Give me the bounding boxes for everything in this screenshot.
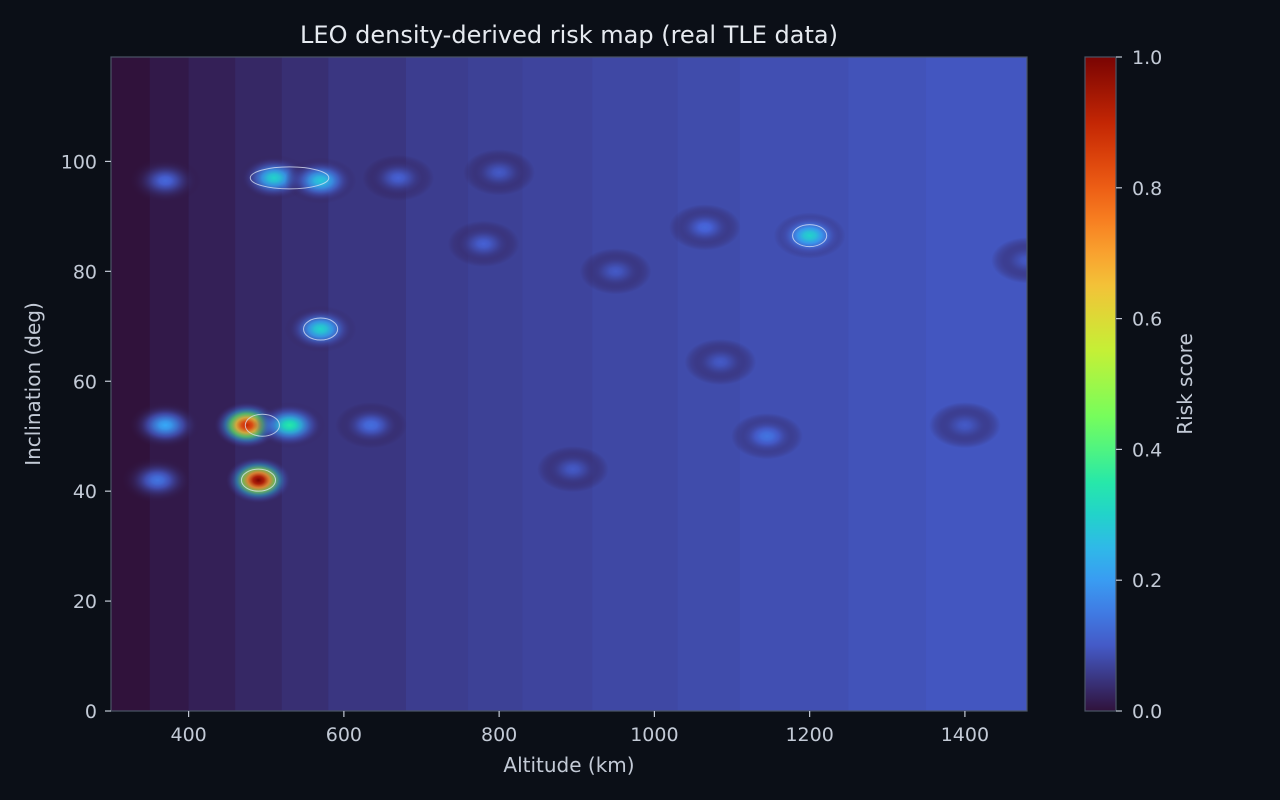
colorbar-tick-label: 0.8 [1132, 178, 1162, 200]
background-band-11 [739, 57, 849, 711]
plot-area [111, 57, 1027, 711]
y-tick-label: 80 [73, 261, 97, 283]
background-band-0 [111, 57, 151, 711]
hotspot-4 [335, 402, 407, 449]
background-band-8 [522, 57, 593, 711]
colorbar: 0.0 0.2 0.4 0.6 0.8 1.0 [1084, 47, 1162, 723]
background-band-9 [592, 57, 679, 711]
x-tick-label: 1400 [941, 724, 989, 746]
hotspot-5 [121, 457, 194, 504]
hotspot-15 [579, 248, 652, 295]
hotspot-8 [129, 157, 202, 204]
contour-line-3 [303, 317, 339, 341]
y-tick-label: 100 [61, 151, 97, 173]
y-tick-label: 60 [73, 371, 97, 393]
background-band-1 [149, 57, 190, 711]
hotspot-12 [773, 212, 846, 259]
x-axis: 400 600 800 1000 1200 1400 [170, 711, 989, 746]
colorbar-tick-label: 0.4 [1132, 439, 1162, 461]
background-band-4 [281, 57, 329, 711]
colorbar-tick-label: 1.0 [1132, 47, 1162, 69]
background-band-6 [405, 57, 469, 711]
contour-line-0 [240, 468, 277, 492]
x-tick-label: 1000 [630, 724, 678, 746]
hotspot-18 [929, 402, 1001, 449]
x-tick-label: 1200 [785, 724, 833, 746]
colorbar-tick-label: 0.6 [1132, 309, 1162, 331]
risk-hotspots [121, 149, 1027, 504]
background-band-12 [848, 57, 927, 711]
y-tick-label: 40 [73, 481, 97, 503]
hotspot-3 [129, 402, 202, 449]
hotspot-11 [284, 305, 357, 353]
colorbar-gradient [1085, 57, 1116, 711]
hotspot-0 [225, 457, 292, 504]
contour-line-1 [244, 413, 280, 437]
contour-line-4 [792, 224, 828, 248]
x-tick-label: 600 [326, 724, 362, 746]
colorbar-label: Risk score [1173, 333, 1197, 435]
hotspot-10 [463, 149, 535, 196]
contour-lines [240, 166, 828, 492]
hotspot-7 [284, 157, 357, 204]
x-tick-label: 800 [481, 724, 517, 746]
colorbar-frame [1084, 56, 1117, 712]
hotspot-19 [537, 446, 609, 493]
hotspot-16 [684, 338, 757, 386]
x-tick-label: 400 [170, 724, 206, 746]
colorbar-tick-label: 0.2 [1132, 570, 1162, 592]
y-tick-label: 0 [85, 701, 97, 723]
contour-line-2 [249, 166, 330, 190]
hotspot-14 [447, 220, 520, 267]
background-band-13 [926, 57, 1027, 711]
hotspot-2 [253, 402, 326, 449]
y-axis: 0 20 40 60 80 100 [61, 151, 111, 723]
plot-frame [110, 56, 1028, 712]
hotspot-20 [991, 237, 1027, 284]
y-axis-label: Inclination (deg) [21, 302, 45, 466]
y-tick-label: 20 [73, 591, 97, 613]
hotspot-9 [362, 154, 435, 201]
background-bands [111, 57, 1027, 711]
chart-title: LEO density-derived risk map (real TLE d… [300, 21, 838, 49]
x-axis-label: Altitude (km) [503, 753, 634, 777]
hotspot-17 [731, 413, 803, 460]
background-band-2 [188, 57, 236, 711]
hotspot-13 [668, 204, 741, 251]
colorbar-ticks: 0.0 0.2 0.4 0.6 0.8 1.0 [1116, 47, 1162, 723]
colorbar-tick-label: 0.0 [1132, 701, 1162, 723]
